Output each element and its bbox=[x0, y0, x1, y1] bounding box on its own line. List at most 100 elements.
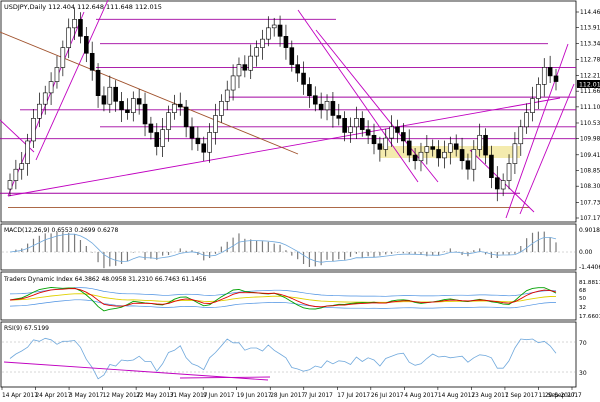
rsi-tick-70: 70 bbox=[579, 340, 587, 347]
candle-body bbox=[248, 55, 254, 71]
candle-body bbox=[359, 118, 365, 130]
candle-body bbox=[489, 154, 494, 179]
candle-body bbox=[459, 149, 465, 162]
candle-body bbox=[536, 84, 541, 99]
candle-body bbox=[119, 101, 124, 111]
tdi-tick-3: 32 bbox=[579, 305, 586, 311]
tdi-tick-1: 68 bbox=[579, 288, 587, 294]
time-tick-label: 17 Jul 2017 bbox=[337, 393, 370, 399]
macd-title: MACD(12,26,9) 0.6553 0.2699 0.6278 bbox=[4, 227, 118, 234]
candle-body bbox=[201, 143, 207, 153]
candle-body bbox=[547, 67, 553, 77]
tdi-tick-2: 50 bbox=[579, 296, 587, 302]
candle-body bbox=[130, 98, 136, 113]
time-tick-label: 1 Sep 2017 bbox=[505, 393, 538, 399]
time-tick-label: 22 May 2017 bbox=[136, 393, 174, 399]
time-tick-label: 9 Jun 2017 bbox=[203, 393, 234, 399]
candle-body bbox=[154, 132, 160, 147]
rsi-trendline-flat bbox=[179, 376, 271, 379]
candle-body bbox=[324, 101, 330, 111]
tdi-tick-4: 17.6601 bbox=[579, 314, 600, 320]
trendline-down-a bbox=[297, 9, 419, 183]
trendline-brown-down bbox=[0, 31, 299, 155]
candle-body bbox=[113, 86, 118, 102]
price-tick-label: 108.855 bbox=[580, 168, 600, 174]
candle-body bbox=[377, 143, 383, 150]
candle-body bbox=[271, 24, 277, 29]
candle-body bbox=[183, 106, 189, 128]
candle-body bbox=[553, 75, 559, 82]
price-axis: 114.460 113.910 113.340 112.785 112.215 111.6… bbox=[576, 10, 600, 222]
candle-body bbox=[453, 143, 459, 150]
current-price-label: 112.015 bbox=[579, 82, 600, 89]
rsi-title: RSI(9) 67.5199 bbox=[4, 325, 49, 332]
price-tick-label: 107.730 bbox=[580, 200, 600, 206]
time-tick-label: 19 Jun 2017 bbox=[237, 393, 272, 399]
candle-body bbox=[136, 98, 142, 105]
candle-body bbox=[524, 112, 529, 128]
macd-tick-max: 0.9018 bbox=[579, 227, 600, 234]
candle-body bbox=[224, 89, 230, 102]
candle-body bbox=[318, 103, 324, 111]
time-tick-label: 14 Aug 2017 bbox=[438, 393, 475, 399]
trendline-up-recent-b bbox=[519, 83, 575, 215]
candle-body bbox=[312, 95, 318, 105]
time-tick-label: 11 Sep 2017 bbox=[538, 393, 575, 399]
time-tick-label: 3 May 2017 bbox=[69, 393, 103, 399]
time-tick-label: 26 Jul 2017 bbox=[371, 393, 404, 399]
price-tick-label: 112.215 bbox=[580, 73, 600, 79]
candle-body bbox=[424, 146, 430, 153]
rsi-trendline bbox=[3, 361, 269, 381]
time-tick-label: 28 Jun 2017 bbox=[270, 393, 305, 399]
candle-body bbox=[436, 149, 441, 159]
candle-body bbox=[471, 149, 477, 170]
candle-body bbox=[541, 67, 547, 85]
candle-body bbox=[500, 180, 506, 190]
candle-body bbox=[348, 126, 353, 133]
tdi-pane-frame bbox=[0, 271, 577, 321]
candle-body bbox=[442, 151, 447, 159]
candle-body bbox=[78, 19, 83, 37]
price-tick-label: 107.175 bbox=[580, 216, 600, 222]
candle-body bbox=[354, 118, 359, 128]
trendline-down-b bbox=[315, 29, 439, 183]
candle-body bbox=[54, 67, 60, 82]
current-price-box bbox=[577, 80, 600, 88]
trendline-up-recent-a bbox=[505, 43, 569, 219]
candle-body bbox=[48, 81, 54, 94]
candle-body bbox=[389, 126, 394, 139]
price-tick-label: 109.980 bbox=[580, 137, 600, 143]
price-tick-label: 112.785 bbox=[580, 57, 600, 63]
candle-body bbox=[42, 92, 48, 105]
chart-title: USDJPY,Daily 112.404 112.648 111.648 112… bbox=[4, 3, 162, 11]
candle-body bbox=[260, 38, 265, 48]
rsi-pane-frame bbox=[0, 321, 577, 388]
candle-body bbox=[307, 84, 312, 97]
time-tick-label: 14 Apr 2017 bbox=[2, 393, 38, 399]
candle-body bbox=[395, 126, 400, 133]
price-pane-frame bbox=[0, 0, 577, 223]
candle-body bbox=[95, 69, 101, 97]
candle-body bbox=[84, 36, 89, 54]
candle-body bbox=[465, 160, 471, 170]
rsi-tick-30: 30 bbox=[579, 370, 587, 377]
candle-body bbox=[412, 154, 418, 162]
candle-body bbox=[60, 47, 66, 68]
candle-body bbox=[483, 134, 488, 156]
price-tick-label: 108.300 bbox=[580, 184, 600, 190]
time-tick-label: 12 May 2017 bbox=[103, 393, 141, 399]
candle-body bbox=[494, 177, 500, 190]
candle-body bbox=[236, 64, 242, 77]
tdi-signal-line bbox=[9, 288, 557, 308]
price-candles bbox=[7, 7, 559, 202]
candle-body bbox=[336, 115, 342, 119]
candle-body bbox=[277, 24, 283, 37]
time-tick-label: 31 May 2017 bbox=[170, 393, 208, 399]
price-tick-label: 113.340 bbox=[580, 42, 600, 48]
candle-body bbox=[66, 27, 72, 48]
candle-body bbox=[195, 137, 201, 145]
candle-body bbox=[371, 134, 377, 145]
